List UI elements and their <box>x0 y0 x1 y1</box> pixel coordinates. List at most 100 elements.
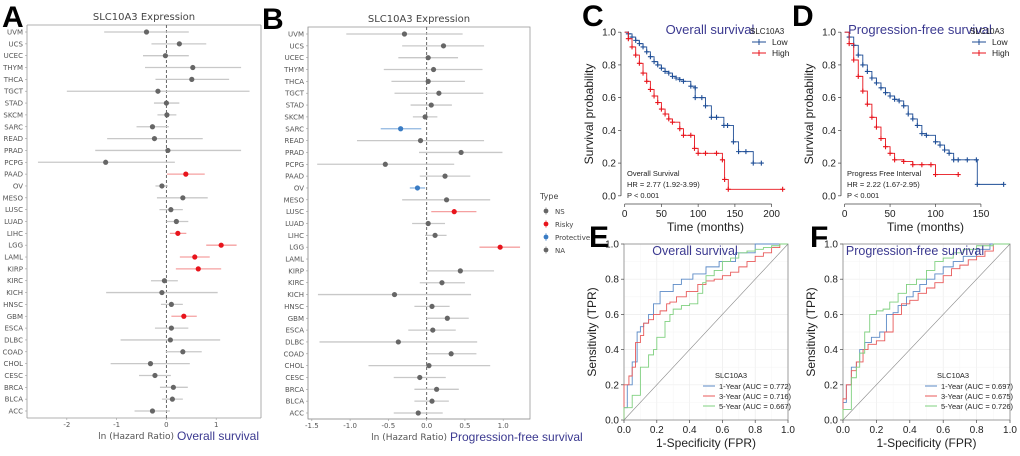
censor-mark <box>644 49 650 55</box>
legend-label: High <box>772 48 790 58</box>
hazard-ratio-point <box>165 147 171 154</box>
y-tick-label: TGCT <box>284 90 305 98</box>
panel-letter-f: F <box>810 221 828 254</box>
hazard-ratio-point <box>429 398 435 404</box>
censor-mark <box>714 150 720 156</box>
hazard-ratio-point <box>159 289 165 296</box>
legend-label: Risky <box>555 221 573 229</box>
panel-annotation: Overall survival <box>177 429 259 443</box>
x-tick-label: 0.5 <box>459 422 470 430</box>
hazard-ratio-point <box>159 183 165 189</box>
censor-mark <box>666 116 672 122</box>
hazard-ratio-point <box>395 339 401 345</box>
y-tick-label: 0.6 <box>822 93 836 104</box>
y-tick-label: STAD <box>286 102 304 110</box>
y-tick-label: PAAD <box>285 173 304 181</box>
x-tick-label: 1.0 <box>1003 425 1017 436</box>
x-tick-label: 1 <box>214 421 218 429</box>
censor-mark <box>651 59 657 65</box>
stats-annotation: Overall Survival <box>627 169 680 178</box>
hazard-ratio-point <box>415 410 421 416</box>
hazard-ratio-point <box>434 386 440 392</box>
y-tick-label: 0.8 <box>822 60 836 71</box>
hazard-ratio-point <box>444 315 450 321</box>
hazard-ratio-point <box>195 266 201 272</box>
censor-mark <box>955 172 961 178</box>
censor-mark <box>883 144 889 150</box>
km-plot-D: 0 50 100 150 0.0 0.2 0.4 0.6 0.8 1.0 Time (months)… <box>802 22 1010 234</box>
y-tick-label: HNSC <box>3 301 23 309</box>
hazard-ratio-point <box>425 78 431 84</box>
plot-frame <box>623 243 789 421</box>
censor-mark <box>883 90 889 96</box>
roc-plot-F: 0.0 0.2 0.4 0.6 0.8 1.0 0.0 0.2 0.4 0.6 0.8 1.0 1-Sp… <box>804 240 1017 451</box>
legend-label: 1-Year (AUC = 0.697) <box>941 382 1014 391</box>
hazard-ratio-point <box>168 301 174 308</box>
y-tick-label: OV <box>294 184 304 192</box>
y-tick-label: CHOL <box>3 360 23 368</box>
censor-mark <box>964 157 970 163</box>
hazard-ratio-point <box>183 171 189 177</box>
chart-title: Overall survival <box>666 22 755 37</box>
censor-mark <box>928 162 934 168</box>
x-tick-label: 0.2 <box>869 425 883 436</box>
y-tick-label: TGCT <box>3 88 24 96</box>
x-tick-label: 150 <box>973 209 990 220</box>
hazard-ratio-point <box>176 41 182 47</box>
legend-label: NA <box>555 247 565 255</box>
y-tick-label: 0.6 <box>602 93 616 104</box>
censor-mark <box>662 111 668 117</box>
y-tick-label: HNSC <box>284 303 304 311</box>
censor-mark <box>758 160 764 166</box>
censor-mark <box>919 131 925 137</box>
censor-mark <box>851 57 857 63</box>
censor-mark <box>910 162 916 168</box>
hazard-ratio-point <box>425 55 431 61</box>
y-tick-label: ACC <box>290 410 305 418</box>
legend-label: 3-Year (AUC = 0.675) <box>941 392 1014 401</box>
y-tick-label: MESO <box>3 194 24 202</box>
legend-title: Type <box>539 192 558 201</box>
hazard-ratio-point <box>149 124 156 130</box>
censor-mark <box>673 75 679 81</box>
x-tick-label: 0.6 <box>936 425 950 436</box>
hazard-ratio-point <box>168 325 174 331</box>
legend-title: SLC10A3 <box>715 371 747 380</box>
legend-label: 5-Year (AUC = 0.726) <box>941 402 1014 411</box>
censor-mark <box>860 62 866 68</box>
y-tick-label: READ <box>285 137 304 145</box>
y-tick-label: GBM <box>288 315 304 323</box>
y-tick-label: THCA <box>284 78 304 86</box>
x-tick-label: 0.8 <box>748 425 762 436</box>
y-tick-label: THCA <box>3 76 23 84</box>
censor-mark <box>914 122 920 128</box>
y-tick-label: BRCA <box>285 386 304 394</box>
km-plot-C: 0 50 100 150 200 0.0 0.2 0.4 0.6 0.8 1.0 Time (mont… <box>582 22 790 234</box>
censor-mark <box>655 62 661 68</box>
censor-mark <box>644 78 650 84</box>
legend-label: 3-Year (AUC = 0.716) <box>719 392 792 401</box>
censor-mark <box>658 65 664 71</box>
censor-mark <box>887 150 893 156</box>
x-tick-label: 150 <box>727 209 744 220</box>
y-tick-label: LAML <box>4 254 23 262</box>
censor-mark <box>680 132 686 138</box>
censor-mark <box>873 80 879 86</box>
censor-mark <box>725 122 731 128</box>
y-tick-label: UCS <box>9 40 24 48</box>
censor-mark <box>780 186 786 192</box>
y-tick-label: KIRC <box>288 279 304 287</box>
hazard-ratio-point <box>180 349 186 355</box>
x-tick-label: 0.2 <box>650 425 664 436</box>
y-tick-label: 0.0 <box>605 416 619 427</box>
y-tick-label: OV <box>13 182 23 190</box>
censor-mark <box>662 68 668 74</box>
hazard-ratio-point <box>430 327 436 333</box>
y-tick-label: 0.0 <box>824 416 838 427</box>
y-tick-label: 1.0 <box>605 240 619 251</box>
y-tick-label: KICH <box>6 289 23 297</box>
censor-mark <box>955 157 961 163</box>
stats-annotation: P < 0.001 <box>627 191 659 200</box>
hazard-ratio-point <box>162 53 169 59</box>
